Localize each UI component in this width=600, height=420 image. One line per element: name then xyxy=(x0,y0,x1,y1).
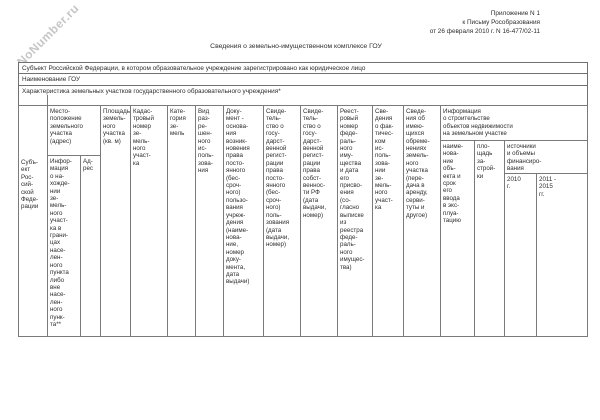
header-cell-registry-number: Реест- ровый номер феде- раль- ного иму-… xyxy=(338,106,373,336)
header-cell-location-group: Место- положение земельного участка (адр… xyxy=(48,106,101,156)
header-cell-document-basis: Доку- мент - основа- ния возник- новения… xyxy=(224,106,264,336)
appendix-note-line: к Письму Рособразования xyxy=(462,19,540,26)
header-cell-year-2010: 2010 г. xyxy=(505,174,537,336)
header-cell-encumbrances: Сведе- ния об имею- щихся обреме- нениях… xyxy=(404,106,441,336)
header-cell-building-area: пло- щадь за- строй- ки xyxy=(475,141,505,336)
header-cell-actual-use: Све- дения о фак- тичес- ком ис- поль- з… xyxy=(373,106,404,336)
appendix-note-line: от 26 февраля 2010 г. N 16-477/02-11 xyxy=(429,28,540,35)
header-cell-years-2011-2015: 2011 - 2015 гг. xyxy=(539,176,557,198)
header-cell-certificate-rf-ownership: Свиде- тель- ство о госу- дарст- венной … xyxy=(301,106,338,336)
header-cell-cadastre-number: Кадас- тровый номер зе- мель- ного участ… xyxy=(131,106,168,336)
appendix-note-line: Приложение N 1 xyxy=(490,10,540,17)
header-cell-address: Ад- рес xyxy=(81,156,101,336)
land-plots-table: Субъ- ект Рос- сий- ской Феде- рации Мес… xyxy=(18,105,588,337)
header-cell-financing-group: источники и объемы финансиро- вания xyxy=(505,141,587,174)
header-cell-certificate-permanent-use: Свиде- тель- ство о госу- дарст- венной … xyxy=(264,106,301,336)
document-title: Сведения о земельно-имущественном компле… xyxy=(210,43,382,50)
table-border-stub xyxy=(47,95,48,105)
header-cell-permitted-use: Вид раз- ре- шен- ного ис- поль- зова- н… xyxy=(196,106,224,336)
header-cell-land-area: Площадь земель- ного участка (кв. м) xyxy=(101,106,131,336)
header-cell-subject-rf: Субъ- ект Рос- сий- ской Феде- рации xyxy=(19,106,48,336)
form-field-characteristics: Характеристика земельных участков госуда… xyxy=(18,85,588,106)
header-cell-construction-group: Информация о строительстве объектов недв… xyxy=(441,106,587,141)
header-cell-land-category: Кате- гория зе- мель xyxy=(168,106,196,336)
header-cell-location-info: Инфор- мация о на- хожде- нии зе- мель- … xyxy=(48,156,81,336)
appendix-note: Приложение N 1 к Письму Рособразования о… xyxy=(430,9,540,36)
header-cell-object-name: наиме- нова- ние объ- екта и срок его вв… xyxy=(441,141,475,336)
